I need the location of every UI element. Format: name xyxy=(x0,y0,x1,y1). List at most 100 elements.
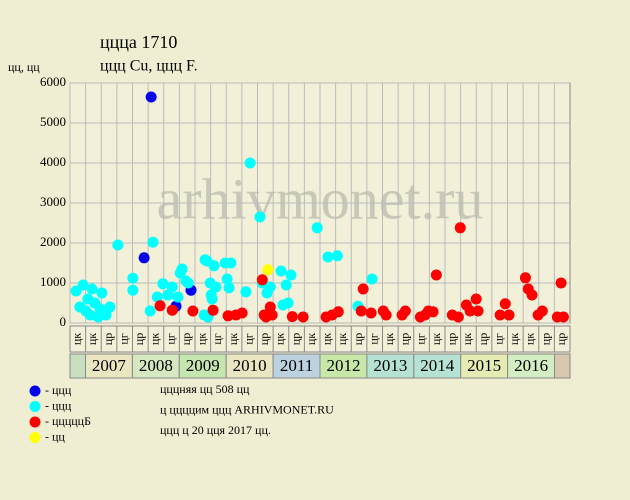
data-point xyxy=(206,293,218,305)
column-label: цк xyxy=(429,333,443,345)
y-tick-label: 6000 xyxy=(40,74,66,89)
column-label: цг xyxy=(491,333,505,344)
column-band xyxy=(69,353,87,379)
column-label: цг xyxy=(163,333,177,344)
data-point xyxy=(208,260,220,272)
data-point xyxy=(454,222,466,234)
data-point xyxy=(399,305,411,317)
data-point xyxy=(176,263,188,275)
data-point xyxy=(172,291,184,303)
data-point xyxy=(503,309,515,321)
data-point xyxy=(282,297,294,309)
legend-marker xyxy=(29,401,41,412)
legend-label: - цц xyxy=(45,429,65,443)
data-point xyxy=(519,272,531,284)
data-point xyxy=(154,300,166,312)
year-label: 2016 xyxy=(514,356,548,375)
data-point xyxy=(264,281,276,293)
data-point xyxy=(430,269,442,281)
data-point xyxy=(96,287,108,299)
year-band xyxy=(366,353,415,379)
legend-marker xyxy=(29,416,41,428)
year-label: 2011 xyxy=(280,356,313,375)
data-point xyxy=(77,279,89,291)
data-point xyxy=(244,157,256,169)
y-axis-label: цц, цц xyxy=(8,60,40,74)
data-point xyxy=(280,279,292,291)
y-tick-label: 1000 xyxy=(40,274,66,289)
column-label: цр xyxy=(132,333,146,345)
data-point xyxy=(472,305,484,317)
data-point xyxy=(138,252,150,264)
data-point xyxy=(470,293,482,305)
legend-marker xyxy=(29,432,41,443)
data-point xyxy=(240,286,252,298)
y-tick-label: 4000 xyxy=(40,154,66,169)
data-point xyxy=(157,278,169,290)
data-point xyxy=(182,277,194,289)
year-label: 2009 xyxy=(186,356,220,375)
column-label: цг xyxy=(241,333,255,344)
column-label: цк xyxy=(320,333,334,345)
data-point xyxy=(262,264,274,276)
data-point xyxy=(526,289,538,301)
note: ццц ц 20 цця 2017 цц. xyxy=(160,423,271,437)
data-point xyxy=(236,307,248,319)
data-point xyxy=(311,222,323,234)
chart-subtitle: ццц Cu, ццц F. xyxy=(100,58,198,75)
legend-label: - ццц xyxy=(45,383,72,397)
column-label: цк xyxy=(85,333,99,345)
year-label: 2015 xyxy=(467,356,501,375)
data-point xyxy=(151,291,163,303)
column-label: цр xyxy=(351,333,365,345)
data-point xyxy=(322,251,334,263)
data-point xyxy=(380,309,392,321)
column-label: цк xyxy=(148,333,162,345)
data-point xyxy=(144,305,156,317)
year-band xyxy=(178,353,227,379)
column-label: цк xyxy=(335,333,349,345)
year-band xyxy=(272,353,321,379)
data-point xyxy=(86,283,98,295)
column-label: цк xyxy=(70,333,84,345)
data-point xyxy=(452,311,464,323)
data-point xyxy=(464,305,476,317)
column-label: цк xyxy=(226,333,240,345)
data-point xyxy=(365,307,377,319)
legend-marker xyxy=(29,385,41,397)
data-point xyxy=(357,283,369,295)
column-label: цр xyxy=(288,333,302,345)
legend-label: - ццц xyxy=(45,398,72,412)
data-point xyxy=(222,310,234,322)
data-point xyxy=(104,301,116,313)
data-point xyxy=(555,277,567,289)
legend-label: - цццццБ xyxy=(45,414,91,428)
data-point xyxy=(297,311,309,323)
y-tick-label: 5000 xyxy=(40,114,66,129)
column-label: цк xyxy=(507,333,521,345)
column-label: цг xyxy=(116,333,130,344)
data-point xyxy=(332,306,344,318)
y-tick-label: 2000 xyxy=(40,234,66,249)
data-point xyxy=(286,311,298,323)
year-band xyxy=(507,353,556,379)
data-point xyxy=(210,281,222,293)
data-point xyxy=(223,282,235,294)
y-tick-label: 0 xyxy=(60,314,67,329)
data-point xyxy=(355,305,367,317)
year-band xyxy=(225,353,274,379)
column-label: цк xyxy=(523,333,537,345)
column-label: цр xyxy=(257,333,271,345)
column-label: цг xyxy=(210,333,224,344)
data-point xyxy=(256,274,268,286)
data-point xyxy=(275,265,287,277)
data-point xyxy=(285,269,297,281)
chart-title: ццца 1710 xyxy=(100,32,177,52)
year-label: 2007 xyxy=(92,356,127,375)
column-label: цк xyxy=(382,333,396,345)
data-point xyxy=(266,309,278,321)
data-point xyxy=(427,306,439,318)
data-point xyxy=(127,284,139,296)
year-label: 2014 xyxy=(420,356,455,375)
